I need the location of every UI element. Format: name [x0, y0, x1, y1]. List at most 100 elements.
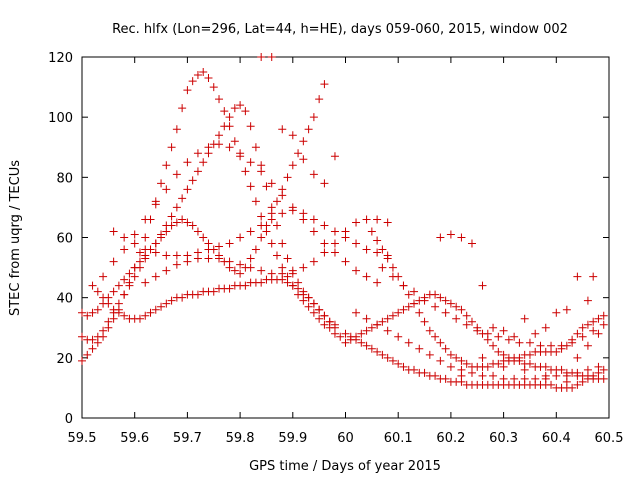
- data-point: [589, 326, 598, 335]
- data-point: [220, 122, 229, 131]
- data-point: [367, 344, 376, 353]
- data-point: [88, 344, 97, 353]
- data-point: [352, 218, 361, 227]
- data-point: [399, 281, 408, 290]
- data-point: [383, 314, 392, 323]
- data-point: [241, 167, 250, 176]
- data-point: [467, 317, 476, 326]
- data-point: [188, 176, 197, 185]
- data-point: [531, 374, 540, 383]
- data-point: [183, 158, 192, 167]
- data-point: [246, 182, 255, 191]
- data-point: [267, 269, 276, 278]
- data-point: [457, 305, 466, 314]
- data-point: [415, 308, 424, 317]
- data-point: [388, 311, 397, 320]
- data-point: [109, 257, 118, 266]
- data-point: [394, 308, 403, 317]
- data-point: [552, 347, 561, 356]
- data-point: [309, 170, 318, 179]
- data-point: [388, 263, 397, 272]
- data-point: [120, 245, 129, 254]
- data-point: [452, 314, 461, 323]
- data-point: [135, 248, 144, 257]
- data-point: [215, 254, 224, 263]
- data-point: [93, 305, 102, 314]
- data-point: [320, 311, 329, 320]
- data-point: [236, 233, 245, 242]
- data-point: [431, 332, 440, 341]
- data-point: [599, 311, 608, 320]
- data-point: [225, 239, 234, 248]
- data-point: [404, 290, 413, 299]
- data-point: [362, 341, 371, 350]
- data-point: [383, 326, 392, 335]
- data-point: [225, 284, 234, 293]
- data-point: [178, 104, 187, 113]
- data-point: [473, 326, 482, 335]
- data-point: [104, 317, 113, 326]
- data-point: [573, 380, 582, 389]
- data-point: [246, 227, 255, 236]
- data-point: [120, 311, 129, 320]
- data-point: [178, 293, 187, 302]
- data-point: [462, 359, 471, 368]
- data-point: [230, 137, 239, 146]
- data-point: [215, 131, 224, 140]
- data-point: [378, 245, 387, 254]
- data-point: [557, 365, 566, 374]
- data-point: [341, 338, 350, 347]
- data-point: [241, 107, 250, 116]
- data-point: [162, 227, 171, 236]
- data-point: [257, 278, 266, 287]
- data-point: [362, 215, 371, 224]
- data-point: [299, 263, 308, 272]
- x-tick-label: 59.9: [278, 431, 307, 446]
- data-point: [257, 167, 266, 176]
- data-point: [467, 239, 476, 248]
- data-point: [309, 299, 318, 308]
- data-point: [436, 233, 445, 242]
- data-point: [552, 371, 561, 380]
- data-point: [130, 230, 139, 239]
- data-point: [520, 365, 529, 374]
- data-point: [436, 293, 445, 302]
- data-point: [594, 362, 603, 371]
- data-point: [320, 221, 329, 230]
- data-point: [552, 308, 561, 317]
- data-point: [83, 350, 92, 359]
- data-point: [162, 299, 171, 308]
- data-point: [431, 302, 440, 311]
- data-point: [141, 233, 150, 242]
- data-point: [562, 305, 571, 314]
- data-point: [257, 53, 266, 61]
- y-tick-label: 60: [56, 232, 73, 247]
- data-point: [383, 218, 392, 227]
- data-point: [209, 83, 218, 92]
- x-tick-label: 59.6: [120, 431, 149, 446]
- data-point: [157, 179, 166, 188]
- data-point: [267, 239, 276, 248]
- data-point: [320, 239, 329, 248]
- data-point: [420, 296, 429, 305]
- data-point: [373, 248, 382, 257]
- data-point: [325, 317, 334, 326]
- data-point: [193, 254, 202, 263]
- y-tick-label: 100: [48, 111, 73, 126]
- data-point: [125, 281, 134, 290]
- data-point: [436, 356, 445, 365]
- x-tick-label: 60.3: [489, 431, 518, 446]
- data-point: [251, 245, 260, 254]
- data-point: [489, 323, 498, 332]
- data-point: [183, 86, 192, 95]
- data-point: [278, 269, 287, 278]
- data-point: [362, 272, 371, 281]
- data-point: [246, 263, 255, 272]
- data-point: [225, 143, 234, 152]
- data-point: [589, 317, 598, 326]
- data-point: [236, 149, 245, 158]
- data-point: [420, 317, 429, 326]
- data-point: [410, 299, 419, 308]
- data-point: [288, 281, 297, 290]
- data-point: [589, 272, 598, 281]
